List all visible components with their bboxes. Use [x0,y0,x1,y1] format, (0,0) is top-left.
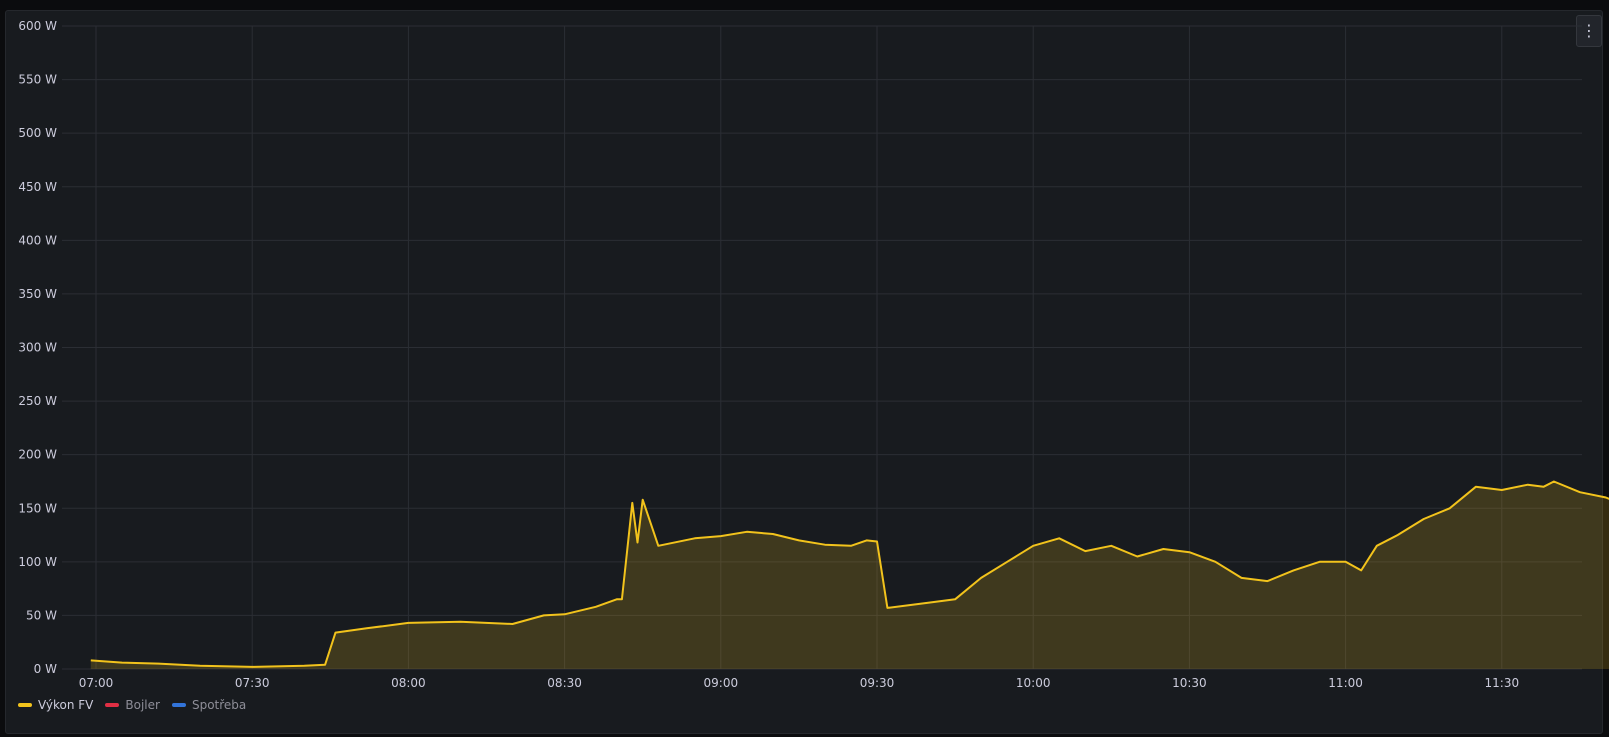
y-tick-label: 250 W [18,394,57,408]
y-tick-label: 600 W [18,19,57,33]
series-area-0 [90,481,1609,669]
series-line-0 [90,480,1609,668]
y-tick-label: 300 W [18,341,57,355]
legend-swatch-spotreba [171,703,186,707]
x-tick-label: 11:00 [1328,676,1363,690]
x-axis: 07:00 07:30 08:00 08:30 09:00 09:30 10:00 10:30… [79,676,1520,690]
y-tick-label: 200 W [18,448,57,462]
y-tick-label: 100 W [18,555,57,569]
y-tick-label: 50 W [26,608,57,622]
x-tick-label: 10:00 [1016,676,1051,690]
legend-label-bojler: Bojler [125,698,160,712]
legend-item-spotreba[interactable]: Spotřeba [171,698,247,712]
more-vertical-icon: ⋮ [1581,21,1597,40]
legend-item-vykon-fv[interactable]: Výkon FV [18,698,93,712]
x-tick-label: 08:30 [547,676,582,690]
x-tick-label: 09:00 [704,676,739,690]
legend-swatch-bojler [105,703,120,707]
chart-panel [5,10,1603,734]
legend-swatch-vykon-fv [18,703,32,707]
x-tick-label: 08:00 [391,676,426,690]
y-tick-label: 150 W [18,501,57,515]
x-tick-label: 11:30 [1485,676,1520,690]
y-tick-label: 400 W [18,233,57,247]
y-tick-label: 0 W [34,662,57,676]
y-tick-label: 500 W [18,126,57,140]
x-tick-label: 09:30 [860,676,895,690]
x-tick-label: 10:30 [1172,676,1207,690]
legend-label-vykon-fv: Výkon FV [38,698,94,712]
x-tick-label: 07:00 [79,676,114,690]
chart-grid [62,25,1582,670]
legend-item-bojler[interactable]: Bojler [105,698,160,712]
y-tick-label: 450 W [18,180,57,194]
chart-legend: Výkon FV Bojler Spotřeba [18,698,246,712]
panel-menu-button[interactable]: ⋮ [1576,15,1602,47]
legend-label-spotreba: Spotřeba [191,698,247,712]
y-axis: 0 W 50 W 100 W 150 W 200 W 250 W 300 W 350 W 400… [18,19,57,676]
y-tick-label: 350 W [18,287,57,301]
series-layer [90,480,1609,669]
y-tick-label: 550 W [18,73,57,87]
x-tick-label: 07:30 [235,676,270,690]
